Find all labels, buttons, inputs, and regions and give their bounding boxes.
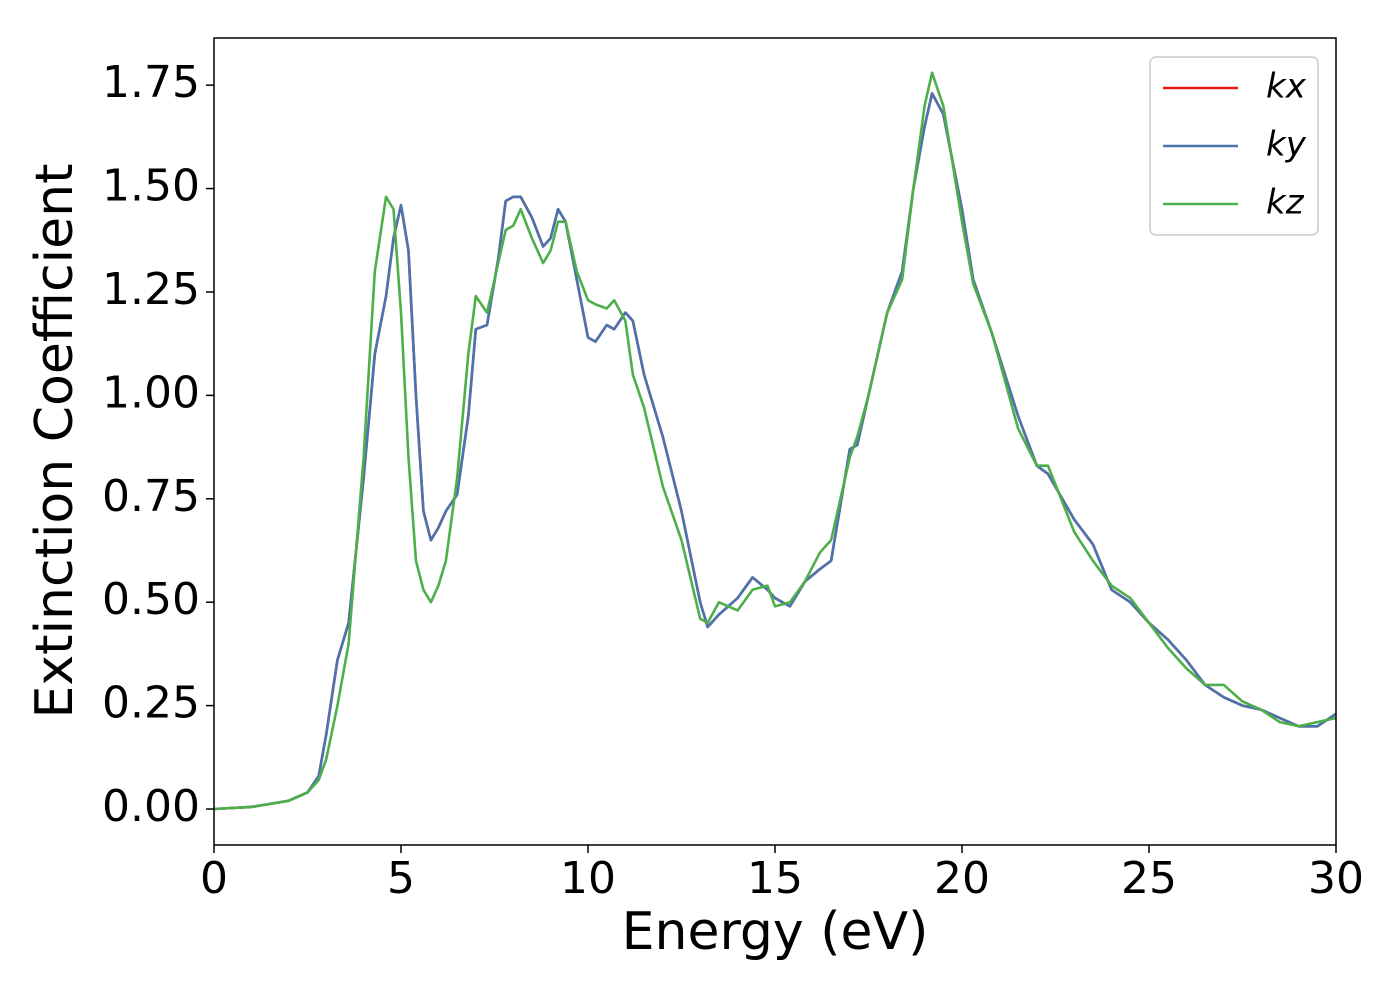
x-tick-label: 30: [1308, 853, 1364, 904]
line-series: [214, 71, 1336, 811]
y-tick-label: 0.50: [102, 574, 200, 625]
x-tick-label: 25: [1121, 853, 1177, 904]
y-tick-label: 0.25: [102, 678, 200, 729]
x-tick-label: 15: [747, 853, 803, 904]
y-tick-label: 1.25: [102, 264, 200, 315]
x-tick-label: 0: [200, 853, 228, 904]
legend-label: kz: [1266, 183, 1305, 223]
plot-frame: [213, 37, 1337, 846]
line-series: [214, 92, 1336, 811]
x-tick-label: 20: [934, 853, 990, 904]
y-tick-label: 0.75: [102, 471, 200, 522]
y-tick-label: 1.50: [102, 161, 200, 212]
y-tick-label: 0.00: [102, 781, 200, 832]
y-tick-label: 1.75: [102, 57, 200, 108]
x-axis-label: Energy (eV): [622, 902, 929, 962]
x-tick-label: 5: [387, 853, 415, 904]
legend-label: ky: [1266, 125, 1307, 165]
legend-label: kx: [1266, 67, 1307, 107]
y-axis-label: Extinction Coefficient: [25, 164, 85, 719]
x-tick-label: 10: [560, 853, 616, 904]
y-tick-label: 1.00: [102, 367, 200, 418]
